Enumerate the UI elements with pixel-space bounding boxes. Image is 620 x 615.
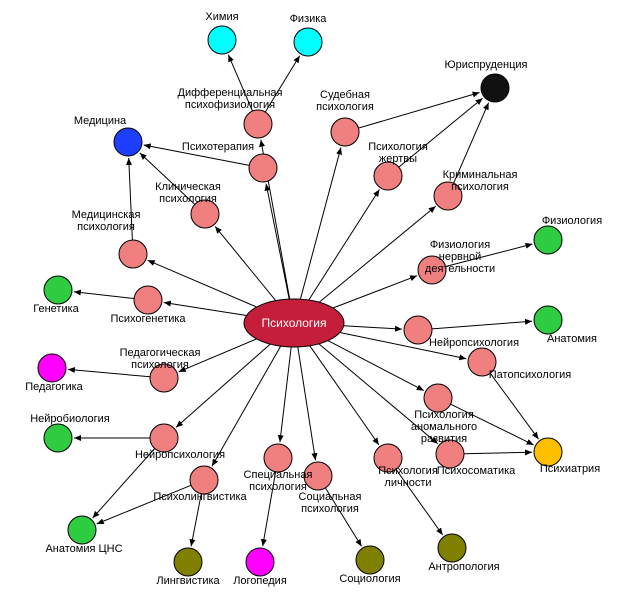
node-label-chem: Химия — [205, 11, 238, 23]
node-label-perspsy: Психологияличности — [378, 465, 438, 489]
node-label-neuropsy1: Нейропсихология — [135, 449, 225, 461]
node-label-sociol: Социология — [339, 573, 400, 585]
node-label-psychiatry: Психиатрия — [540, 463, 600, 475]
node-psychother — [249, 154, 277, 182]
edge — [266, 184, 289, 299]
node-label-psychogen: Психогенетика — [110, 313, 186, 325]
node-label-logoped: Логопедия — [233, 575, 287, 587]
node-label-psychother: Психотерапия — [182, 141, 254, 153]
edge — [74, 292, 134, 299]
node-label-clinpsy: Клиническаяпсихология — [155, 181, 221, 205]
node-label-anatomy: Анатомия — [547, 333, 597, 345]
node-sociol — [356, 546, 384, 574]
node-neurobio — [44, 424, 72, 452]
node-label-anatcns: Анатомия ЦНС — [45, 543, 122, 555]
node-diffpsyphys — [244, 110, 272, 138]
node-label-anthro: Антропология — [428, 561, 499, 573]
edge — [432, 321, 532, 329]
edge — [358, 93, 479, 129]
node-label-pathopsy: Патопсихология — [489, 369, 571, 381]
edge — [310, 346, 379, 445]
node-physiol — [534, 226, 562, 254]
node-anatomy — [534, 306, 562, 334]
edge — [464, 452, 532, 453]
node-label-physiol: Физиология — [542, 215, 602, 227]
node-psychiatry — [534, 438, 562, 466]
node-label-neurobio: Нейробиология — [30, 413, 110, 425]
node-label-genetics: Генетика — [33, 303, 79, 315]
node-label-law: Юриспруденция — [445, 59, 528, 71]
edge — [309, 190, 380, 301]
node-anompsy — [424, 384, 452, 412]
node-label-psycholing: Психолингвистика — [153, 491, 247, 503]
edge — [300, 148, 341, 300]
node-label-psychosom: Психосоматика — [437, 465, 516, 477]
node-label-victpsy: Психологияжертвы — [368, 141, 428, 165]
node-linguist — [174, 548, 202, 576]
node-genetics — [44, 276, 72, 304]
node-psychogen — [134, 286, 162, 314]
node-label-neuropsy2: Нейропсихология — [429, 337, 519, 349]
node-medpsy — [119, 240, 147, 268]
node-label-phys: Физика — [290, 13, 328, 25]
node-label-forensic: Судебнаяпсихология — [316, 89, 374, 113]
node-logoped — [246, 548, 274, 576]
node-phys — [294, 28, 322, 56]
node-label-medpsy: Медицинскаяпсихология — [72, 209, 141, 233]
node-neuropsy1 — [150, 424, 178, 452]
network-diagram: Психология Дифференциальнаяпсихофизиологи… — [0, 0, 620, 615]
node-label-specpsy: Специальнаяпсихология — [244, 469, 313, 493]
node-specpsy — [264, 444, 292, 472]
center-label: Психология — [262, 316, 327, 330]
node-anthro — [438, 534, 466, 562]
node-label-crimpsy: Криминальнаяпсихология — [443, 169, 518, 193]
edge — [298, 347, 316, 460]
edge — [344, 326, 402, 329]
node-label-linguist: Лингвистика — [156, 575, 220, 587]
edge — [328, 341, 424, 391]
node-label-diffpsyphys: Дифференциальнаяпсихофизиология — [178, 87, 283, 111]
node-chem — [208, 26, 236, 54]
node-psycholing — [190, 466, 218, 494]
edge — [319, 206, 436, 302]
node-neuropsy2 — [404, 316, 432, 344]
node-label-anompsy: Психологияаномальногоразвития — [411, 409, 477, 445]
edge — [490, 373, 538, 439]
node-victpsy — [374, 162, 402, 190]
node-label-medicine: Медицина — [74, 115, 127, 127]
node-label-pedagogy: Педагогика — [25, 381, 83, 393]
node-forensic — [331, 118, 359, 146]
node-label-pedpsy: Педагогическаяпсихология — [120, 347, 201, 371]
node-law — [481, 74, 509, 102]
node-pedagogy — [38, 354, 66, 382]
edge — [148, 260, 257, 307]
labels-layer: Психология Дифференциальнаяпсихофизиологи… — [25, 11, 602, 587]
edge — [215, 226, 276, 300]
node-medicine — [114, 128, 142, 156]
edge — [280, 347, 291, 442]
node-label-socpsy: Социальнаяпсихология — [299, 491, 362, 515]
node-anatcns — [68, 516, 96, 544]
